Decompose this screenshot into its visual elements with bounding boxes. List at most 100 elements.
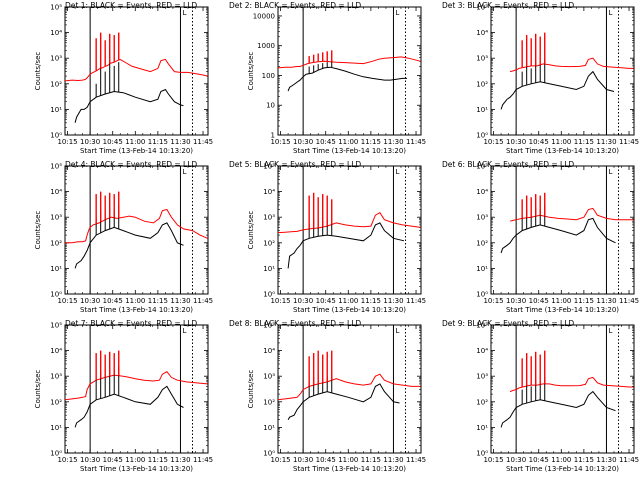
y-tick-label: 100 [262,72,275,80]
marker-label: L [608,327,612,335]
y-tick-label: 10² [476,398,488,406]
lld-series-line [64,371,208,401]
x-tick-label: 10:45 [103,138,123,146]
x-tick-label: 10:30 [506,297,526,305]
events-series-line [500,70,615,110]
events-series-line [74,385,184,428]
x-tick-label: 11:15 [148,456,168,464]
y-tick-label: 10⁰ [50,291,62,299]
x-tick-label: 10:15 [483,138,503,146]
panel-det-9: Det 9: BLACK = Events, RED = LLD 10⁰ 10¹ 10… [442,319,639,473]
events-series-line [500,217,616,254]
x-tick-label: 10:30 [80,138,100,146]
x-tick-label: 11:30 [596,297,616,305]
plot-frame [490,6,635,136]
events-series-line [287,222,405,269]
x-tick-label: 11:15 [574,297,594,305]
x-tick-label: 10:45 [529,456,549,464]
x-tick-label: 11:30 [383,297,403,305]
x-tick-label: 10:30 [293,297,313,305]
y-tick-label: 10⁴ [476,29,488,37]
panel-title: Det 3: BLACK = Events, RED = LLD [442,1,574,10]
y-axis-title: Counts/sec [247,52,255,91]
x-tick-label: 11:45 [193,138,213,146]
marker-label: L [182,327,186,335]
x-tick-label: 11:00 [551,456,571,464]
y-tick-label: 10³ [263,214,275,222]
x-tick-label: 11:00 [125,138,145,146]
y-tick-label: 10¹ [476,265,488,273]
y-axis-title: Counts/sec [247,370,255,409]
y-tick-label: 10⁵ [263,163,275,171]
x-tick-label: 11:45 [193,456,213,464]
y-tick-label: 1000 [257,42,275,50]
x-tick-label: 10:15 [483,297,503,305]
x-tick-label: 10:45 [316,138,336,146]
y-axis-title: Counts/sec [247,211,255,250]
y-tick-label: 10⁴ [50,29,62,37]
marker-label: L [395,168,399,176]
y-tick-label: 10⁴ [263,188,275,196]
x-tick-label: 11:45 [406,138,426,146]
x-axis-title: Start Time (13-Feb-14 10:13:20) [80,306,193,314]
marker-label: L [395,9,399,17]
x-tick-label: 10:30 [80,456,100,464]
lld-series-line [277,212,421,234]
x-tick-label: 11:00 [551,297,571,305]
y-tick-label: 10⁴ [476,347,488,355]
y-tick-label: 10³ [476,55,488,63]
panel-title: Det 7: BLACK = Events, RED = LLD [65,319,197,328]
plot-frame [64,6,209,136]
panel-title: Det 8: BLACK = Events, RED = LLD [229,319,361,328]
plot-frame [277,6,422,136]
marker-label: L [182,9,186,17]
x-axis-title: Start Time (13-Feb-14 10:13:20) [293,465,406,473]
x-axis-title: Start Time (13-Feb-14 10:13:20) [293,306,406,314]
x-tick-label: 10:45 [316,297,336,305]
panel-title: Det 1: BLACK = Events, RED = LLD [65,1,197,10]
panel-det-7: Det 7: BLACK = Events, RED = LLD 10⁰ 10¹ 10… [34,319,213,473]
y-tick-label: 10⁰ [50,132,62,140]
y-tick-label: 1 [271,132,275,140]
x-tick-label: 11:45 [619,456,639,464]
panel-det-8: Det 8: BLACK = Events, RED = LLD 10⁰ 10¹ 10… [229,319,426,473]
y-axis-title: Counts/sec [34,211,42,250]
y-tick-label: 10 [266,102,275,110]
lld-series-line [65,208,208,244]
y-tick-label: 10² [263,239,275,247]
x-tick-label: 10:45 [103,456,123,464]
x-axis-title: Start Time (13-Feb-14 10:13:20) [80,147,193,155]
x-tick-label: 11:45 [406,297,426,305]
y-tick-label: 10³ [50,55,62,63]
y-tick-label: 10⁴ [50,347,62,355]
x-tick-label: 11:15 [361,297,381,305]
lld-series-line [509,376,634,393]
x-axis-title: Start Time (13-Feb-14 10:13:20) [506,465,619,473]
x-tick-label: 11:30 [170,297,190,305]
y-tick-label: 10⁵ [476,4,488,12]
events-series-line [74,88,184,123]
y-tick-label: 10³ [263,373,275,381]
x-tick-label: 10:45 [529,138,549,146]
y-tick-label: 10¹ [50,424,62,432]
marker-label: L [395,327,399,335]
x-tick-label: 11:15 [148,297,168,305]
y-tick-label: 10¹ [476,106,488,114]
x-tick-label: 10:30 [293,456,313,464]
y-tick-label: 10⁵ [263,322,275,330]
x-tick-label: 11:00 [125,297,145,305]
events-series-line [287,383,400,420]
x-tick-label: 11:30 [383,138,403,146]
x-tick-label: 10:30 [506,456,526,464]
x-tick-label: 11:00 [338,138,358,146]
x-axis-title: Start Time (13-Feb-14 10:13:20) [506,147,619,155]
x-tick-label: 10:15 [57,138,77,146]
plot-frame [64,324,209,454]
y-tick-label: 10³ [476,214,488,222]
y-tick-label: 10⁰ [476,450,488,458]
y-tick-label: 10² [263,398,275,406]
lld-series-line [509,207,634,222]
panel-title: Det 5: BLACK = Events, RED = LLD [229,160,361,169]
y-tick-label: 10⁵ [50,163,62,171]
events-series-line [74,222,184,269]
